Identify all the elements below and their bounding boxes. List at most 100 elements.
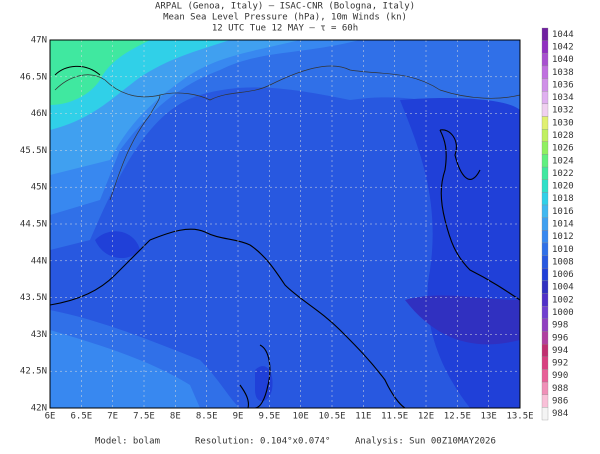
pressure-field [255, 366, 273, 402]
colorbar-label: 994 [552, 346, 568, 356]
colorbar-label: 984 [552, 409, 568, 419]
lon-label: 10E [293, 412, 309, 422]
colorbar-label: 1020 [552, 182, 574, 192]
lon-label: 9.5E [258, 412, 280, 422]
colorbar-swatch [541, 192, 549, 206]
lon-label: 6E [45, 412, 56, 422]
lon-label: 7.5E [133, 412, 155, 422]
lat-label: 44N [31, 256, 47, 266]
colorbar-label: 1032 [552, 106, 574, 116]
colorbar-label: 1004 [552, 283, 574, 293]
colorbar-label: 1022 [552, 169, 574, 179]
colorbar-label: 1012 [552, 232, 574, 242]
colorbar-swatch [541, 129, 549, 142]
colorbar: 1044 1042 1040 1038 1036 1034 1032 1030 1028 1026… [541, 27, 574, 421]
colorbar-label: 1014 [552, 220, 574, 230]
colorbar-swatch [541, 53, 549, 67]
colorbar-label: 1016 [552, 207, 574, 217]
map [49, 39, 521, 409]
colorbar-swatch [541, 204, 549, 218]
colorbar-label: 988 [552, 384, 568, 394]
colorbar-swatch [541, 217, 549, 231]
colorbar-swatch [541, 179, 549, 193]
colorbar-label: 1024 [552, 156, 574, 166]
lat-label: 45.5N [20, 146, 47, 156]
lon-label: 8E [170, 412, 181, 422]
colorbar-label: 1038 [552, 68, 574, 78]
colorbar-label: 1036 [552, 80, 574, 90]
lon-label: 8.5E [196, 412, 218, 422]
lat-label: 43N [31, 330, 47, 340]
colorbar-label: 986 [552, 397, 568, 407]
lat-label: 46N [31, 109, 47, 119]
colorbar-label: 1000 [552, 308, 574, 318]
coastlines [50, 129, 520, 408]
colorbar-swatch [541, 268, 549, 282]
colorbar-swatch [541, 103, 549, 117]
lon-label: 7E [107, 412, 118, 422]
header-line: Mean Sea Level Pressure (hPa), 10m Winds… [163, 13, 407, 23]
lat-label: 42N [31, 404, 47, 414]
colorbar-swatch [541, 65, 549, 79]
pressure-field [50, 330, 200, 408]
colorbar-label: 1002 [552, 295, 574, 305]
colorbar-label: 992 [552, 359, 568, 369]
colorbar-swatch [541, 78, 549, 92]
colorbar-label: 1034 [552, 93, 574, 103]
colorbar-label: 1010 [552, 245, 574, 255]
lon-label: 12E [418, 412, 434, 422]
colorbar-swatch [541, 318, 549, 332]
colorbar-swatch [541, 91, 549, 105]
lat-label: 43.5N [20, 293, 47, 303]
pressure-field [405, 295, 520, 345]
borders [54, 65, 520, 201]
colorbar-label: 1018 [552, 194, 574, 204]
lat-label: 45N [31, 183, 47, 193]
header-line: 12 UTC Tue 12 MAY – τ = 60h [212, 24, 358, 34]
footer-model: Model: bolam [95, 437, 160, 447]
lon-label: 13E [481, 412, 497, 422]
colorbar-swatch [541, 116, 549, 130]
colorbar-swatch [541, 343, 549, 357]
footer-resolution: Resolution: 0.104°x0.074° [195, 437, 330, 447]
lon-label: 13.5E [506, 412, 533, 422]
lon-label: 6.5E [70, 412, 92, 422]
lon-label: 10.5E [318, 412, 345, 422]
graticule [50, 40, 520, 408]
lat-label: 42.5N [20, 367, 47, 377]
colorbar-swatch [541, 141, 549, 155]
colorbar-swatch [541, 255, 549, 269]
colorbar-swatch [541, 407, 549, 421]
colorbar-swatch [541, 293, 549, 307]
colorbar-swatch [541, 230, 549, 244]
colorbar-swatch [541, 27, 549, 41]
colorbar-label: 1042 [552, 42, 574, 52]
colorbar-swatch [541, 242, 549, 256]
lon-label: 12.5E [444, 412, 471, 422]
colorbar-label: 1040 [552, 55, 574, 65]
colorbar-swatch [541, 381, 549, 395]
lat-label: 44.5N [20, 220, 47, 230]
map-frame [49, 39, 521, 409]
colorbar-swatch [541, 280, 549, 294]
lon-label: 11E [355, 412, 371, 422]
colorbar-swatch [541, 40, 549, 54]
colorbar-label: 998 [552, 321, 568, 331]
colorbar-swatch [541, 166, 549, 180]
pressure-field [95, 231, 140, 259]
colorbar-swatch [541, 394, 549, 408]
colorbar-label: 1030 [552, 118, 574, 128]
lat-label: 46.5N [20, 72, 47, 82]
colorbar-label: 1026 [552, 144, 574, 154]
colorbar-label: 1008 [552, 257, 574, 267]
colorbar-swatch [541, 154, 549, 168]
colorbar-swatch [541, 331, 549, 345]
colorbar-label: 990 [552, 371, 568, 381]
colorbar-label: 1006 [552, 270, 574, 280]
colorbar-swatch [541, 356, 549, 370]
footer-analysis: Analysis: Sun 00Z10MAY2026 [355, 437, 496, 447]
lat-label: 47N [31, 36, 47, 46]
colorbar-label: 1028 [552, 131, 574, 141]
pressure-field [50, 40, 150, 105]
